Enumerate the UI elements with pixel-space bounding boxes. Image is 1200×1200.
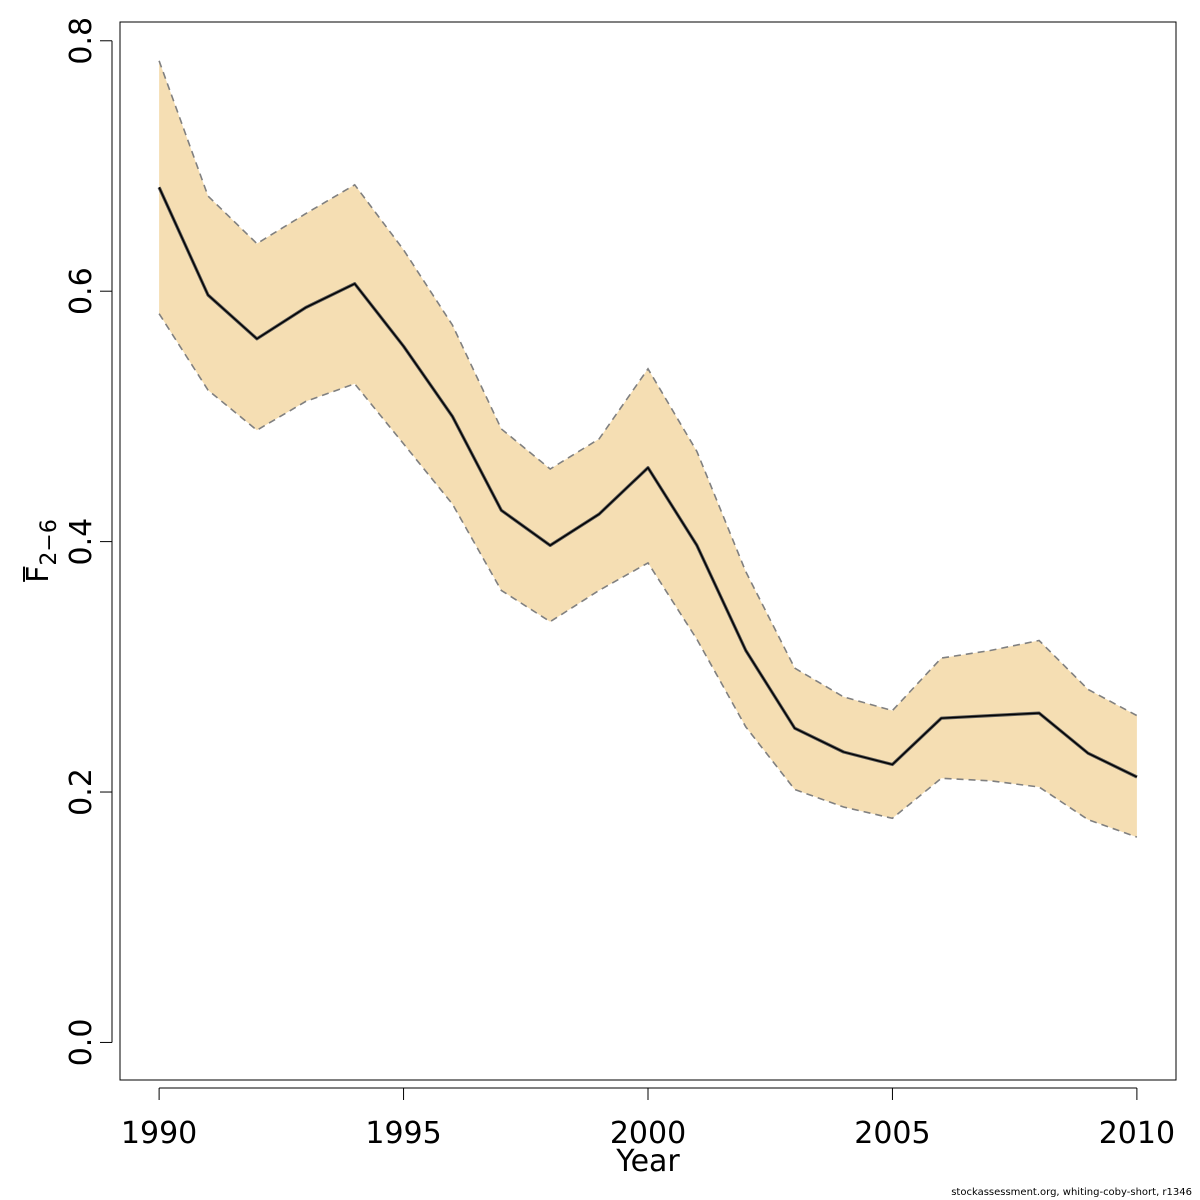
footer-note: stockassessment.org, whiting-coby-short,… xyxy=(951,1187,1192,1198)
x-tick-label: 1995 xyxy=(365,1116,441,1151)
y-tick-label: 0.6 xyxy=(64,267,99,315)
y-axis-title-base: F xyxy=(21,566,56,583)
plot-frame xyxy=(119,21,1177,1081)
x-tick-label: 2005 xyxy=(854,1116,930,1151)
upper-bound-line xyxy=(158,60,1138,717)
x-axis: 1990 1995 2000 2005 2010 xyxy=(121,1087,1175,1151)
lower-bound-line xyxy=(158,313,1138,838)
estimate-line xyxy=(158,187,1138,778)
y-tick-label: 0.4 xyxy=(64,518,99,566)
y-tick-label: 0.2 xyxy=(64,768,99,816)
confidence-band xyxy=(159,60,1137,838)
y-axis-title: F2−6 xyxy=(21,519,62,583)
svg-text:F2−6: F2−6 xyxy=(21,519,62,583)
x-tick-label: 1990 xyxy=(121,1116,197,1151)
estimate-line-layer xyxy=(157,186,1138,779)
y-axis-title-subscript: 2−6 xyxy=(37,519,62,565)
y-axis: 0.0 0.2 0.4 0.6 0.8 xyxy=(64,17,113,1067)
y-tick-label: 0.0 xyxy=(64,1019,99,1067)
x-tick-label: 2010 xyxy=(1099,1116,1175,1151)
x-tick-label: 2000 xyxy=(610,1116,686,1151)
y-tick-label: 0.8 xyxy=(64,17,99,65)
confidence-band-layer xyxy=(158,60,1138,838)
x-axis-title: Year xyxy=(615,1144,680,1179)
